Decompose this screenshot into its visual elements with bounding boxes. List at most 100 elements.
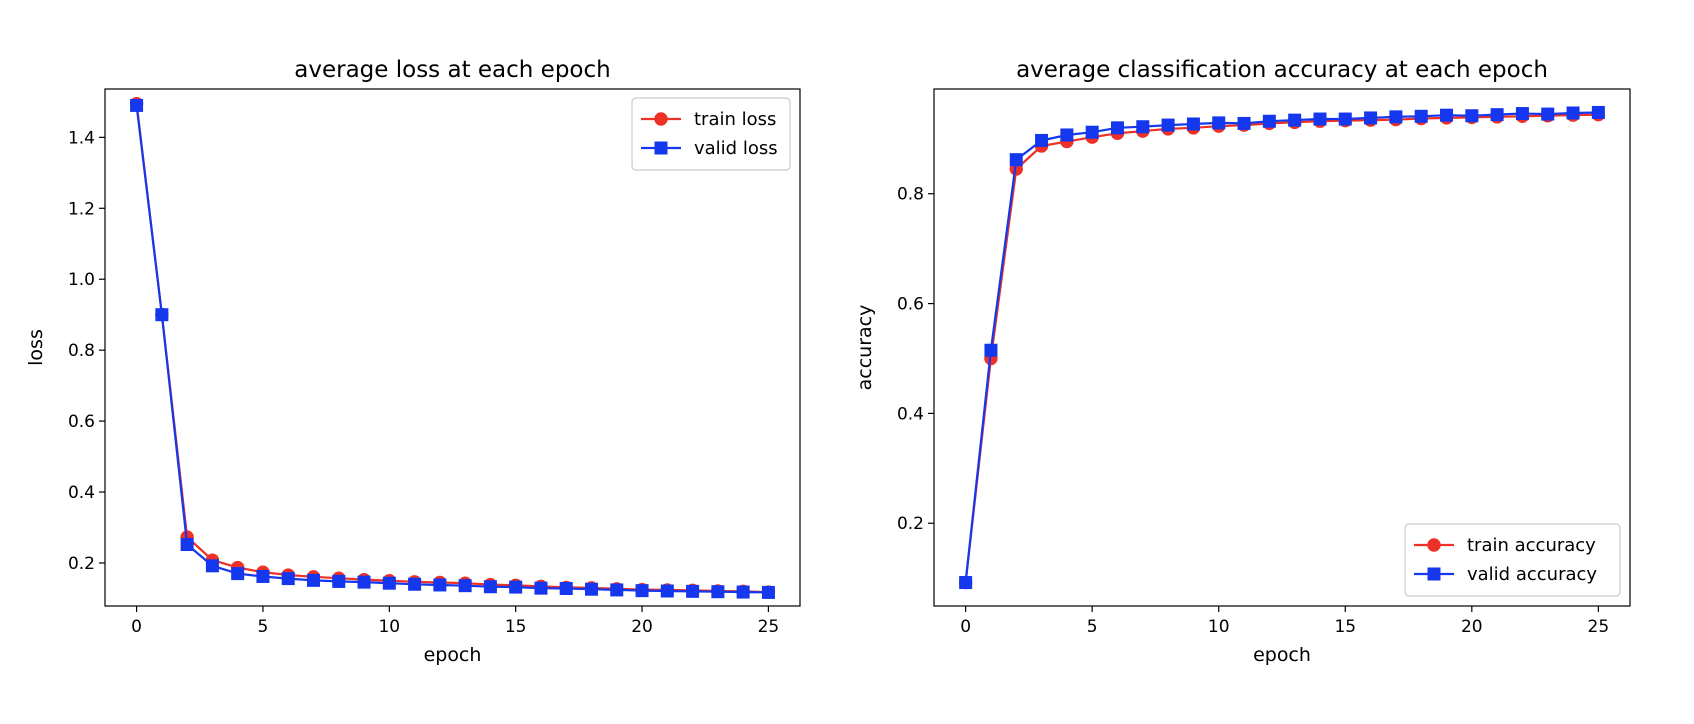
data-point: [1566, 106, 1580, 120]
data-point: [483, 580, 497, 594]
data-point: [1085, 125, 1099, 139]
data-point: [1338, 112, 1352, 126]
x-axis-label: epoch: [1253, 644, 1311, 666]
x-axis-label: epoch: [424, 644, 482, 666]
y-tick-label: 0.6: [68, 412, 95, 432]
data-point: [1110, 121, 1124, 135]
data-point: [1515, 107, 1529, 121]
data-point: [205, 559, 219, 573]
data-point: [1035, 133, 1049, 147]
data-point: [1414, 109, 1428, 123]
y-tick-label: 0.4: [68, 483, 95, 503]
data-point: [1591, 105, 1605, 119]
chart-2: average classification accuracy at each …: [854, 57, 1631, 666]
data-point: [180, 538, 194, 552]
data-point: [155, 308, 169, 322]
plot-frame: [933, 88, 1631, 607]
data-point: [635, 584, 649, 598]
chart-title: average classification accuracy at each …: [1016, 57, 1548, 83]
data-point: [1161, 118, 1175, 132]
y-tick-label: 0.4: [897, 404, 924, 424]
y-axis-label: loss: [25, 329, 47, 366]
x-tick-label: 0: [960, 617, 971, 637]
series-valid-loss: [130, 98, 775, 599]
chart-1: average loss at each epoch 0 5 10 15 20 25 0.2 0…: [25, 57, 801, 666]
data-point: [509, 580, 523, 594]
data-point: [357, 575, 371, 589]
legend-marker: [654, 141, 668, 155]
data-point: [1009, 153, 1023, 167]
data-point: [281, 572, 295, 586]
data-point: [1060, 128, 1074, 142]
chart-title: average loss at each epoch: [294, 57, 610, 83]
x-tick-label: 5: [1087, 617, 1098, 637]
series-valid-accuracy: [959, 105, 1605, 590]
data-point: [256, 569, 270, 583]
data-point: [1440, 108, 1454, 122]
data-point: [660, 584, 674, 598]
data-point: [1262, 114, 1276, 128]
y-tick-label: 0.8: [68, 341, 95, 361]
y-tick-label: 1.4: [68, 128, 95, 148]
plot-frame: [104, 88, 801, 607]
data-point: [1237, 116, 1251, 130]
data-point: [382, 576, 396, 590]
data-point: [1313, 112, 1327, 126]
legend-box: [1404, 523, 1621, 597]
data-point: [1364, 111, 1378, 125]
data-point: [1212, 116, 1226, 130]
y-tick-label: 0.6: [897, 295, 924, 315]
data-point: [1136, 120, 1150, 134]
data-point: [1288, 113, 1302, 127]
x-tick-label: 10: [1208, 617, 1230, 637]
y-tick-label: 1.2: [68, 199, 95, 219]
legend-label: valid loss: [694, 138, 778, 159]
data-point: [559, 582, 573, 596]
y-tick-label: 0.2: [68, 554, 95, 574]
data-point: [585, 582, 598, 596]
y-tick-label: 0.2: [897, 514, 924, 534]
data-point: [307, 573, 320, 587]
x-tick-label: 15: [505, 617, 527, 637]
data-point: [130, 98, 144, 112]
y-axis-label: accuracy: [854, 305, 876, 391]
x-tick-label: 10: [378, 617, 400, 637]
y-tick-label: 1.0: [68, 270, 95, 290]
legend: train loss valid loss: [631, 97, 791, 171]
y-tick-label: 0.8: [897, 185, 924, 205]
legend-marker: [654, 112, 668, 126]
x-tick-label: 15: [1334, 617, 1356, 637]
legend-label: train loss: [694, 109, 776, 130]
data-point: [408, 577, 422, 591]
data-point: [1541, 107, 1555, 121]
data-point: [332, 574, 346, 588]
data-point: [534, 581, 548, 595]
legend-label: valid accuracy: [1467, 564, 1597, 585]
data-point: [231, 567, 245, 581]
data-point: [711, 585, 725, 599]
x-tick-label: 25: [1588, 617, 1610, 637]
legend: train accuracy valid accuracy: [1404, 523, 1621, 597]
x-tick-label: 0: [131, 617, 142, 637]
data-point: [458, 579, 472, 593]
data-point: [1490, 108, 1504, 122]
legend-label: train accuracy: [1467, 535, 1596, 556]
x-tick-label: 5: [258, 617, 269, 637]
data-point: [736, 585, 750, 599]
x-tick-label: 20: [1461, 617, 1483, 637]
data-point: [959, 576, 973, 590]
legend-marker: [1427, 567, 1441, 581]
data-point: [610, 583, 624, 597]
x-tick-label: 20: [631, 617, 653, 637]
legend-box: [631, 97, 791, 171]
legend-marker: [1427, 538, 1441, 552]
data-point: [761, 585, 775, 599]
data-point: [984, 343, 998, 357]
data-point: [1465, 109, 1479, 123]
data-point: [1186, 117, 1200, 131]
data-point: [686, 584, 700, 598]
data-point: [1389, 110, 1403, 124]
data-point: [433, 578, 447, 592]
x-tick-label: 25: [758, 617, 780, 637]
